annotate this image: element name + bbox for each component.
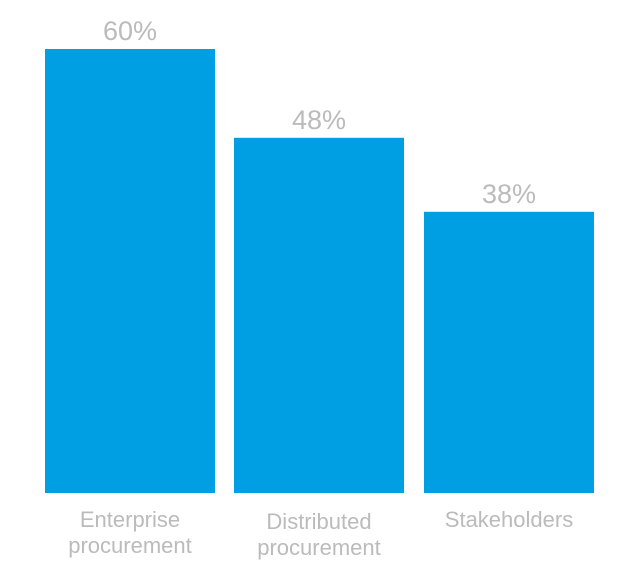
value-label-2: 48% [292,105,346,135]
category-label-2-line-1: Distributed [266,509,371,534]
value-label-1: 60% [103,16,157,46]
bar-3 [424,211,594,494]
value-label-3: 38% [482,179,536,209]
bar-2 [234,137,404,494]
category-label-3: Stakeholders [445,507,573,532]
category-label-2-line-2: procurement [257,535,381,560]
category-label-2: Distributed procurement [257,509,381,560]
value-labels-group: 60% 48% 38% [103,16,536,209]
category-label-1-line-1: Enterprise [80,507,180,532]
bar-1 [45,49,215,493]
category-label-1-line-2: procurement [68,533,192,558]
bars-group [45,49,594,494]
category-label-3-line-1: Stakeholders [445,507,573,532]
category-label-1: Enterprise procurement [68,507,192,558]
